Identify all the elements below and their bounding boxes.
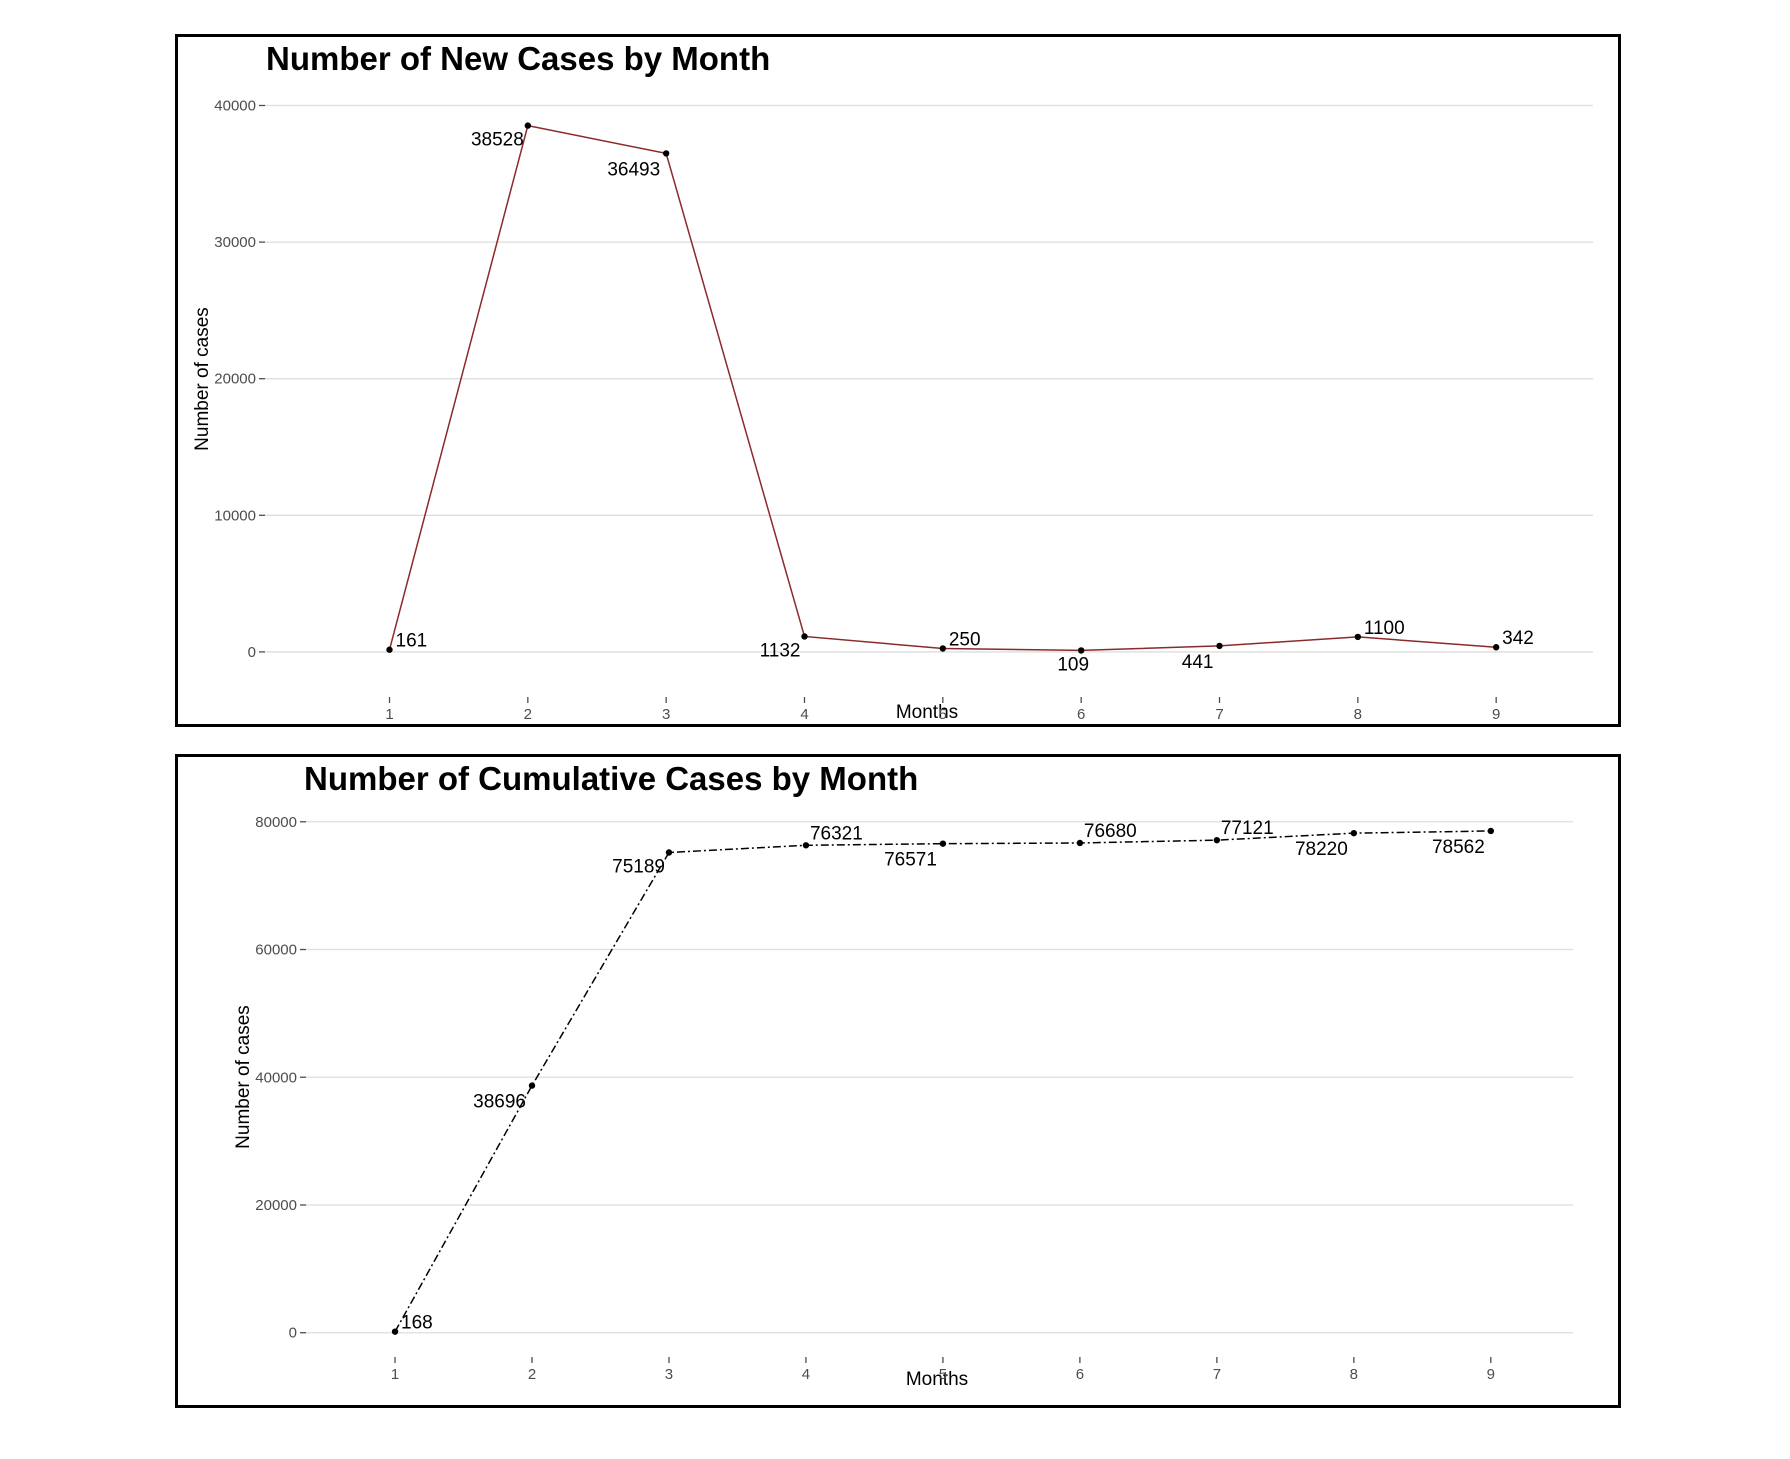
y-axis-title: Number of cases	[233, 1005, 254, 1149]
data-label: 76321	[810, 823, 863, 844]
data-point	[386, 646, 393, 653]
data-point	[528, 1082, 536, 1089]
data-label: 168	[401, 1313, 433, 1334]
data-label: 75189	[612, 857, 665, 878]
x-tick-label: 3	[662, 706, 670, 723]
data-point	[1350, 829, 1358, 837]
x-tick-label: 7	[1215, 706, 1223, 723]
x-tick-label: 2	[528, 1366, 536, 1383]
x-tick-label: 6	[1077, 706, 1085, 723]
y-axis-title: Number of cases	[192, 307, 213, 451]
y-tick-label: 30000	[214, 234, 256, 251]
chart-title: Number of New Cases by Month	[266, 40, 770, 77]
y-tick-label: 20000	[255, 1197, 297, 1214]
data-point	[1213, 836, 1221, 844]
x-tick-label: 8	[1350, 1366, 1358, 1383]
data-point	[1077, 647, 1085, 654]
data-label: 1132	[760, 640, 801, 661]
data-point	[801, 633, 808, 640]
data-label: 76571	[884, 850, 937, 871]
y-tick-label: 60000	[255, 942, 297, 959]
y-tick-label: 10000	[214, 507, 256, 524]
x-tick-label: 7	[1213, 1366, 1221, 1383]
x-tick-label: 4	[800, 706, 808, 723]
data-point	[802, 842, 810, 849]
cumulative-cases-chart: Number of Cumulative Cases by Month Numb…	[233, 760, 1573, 1390]
x-tick-label: 1	[385, 706, 393, 723]
data-point	[1492, 644, 1500, 651]
x-tick-label: 5	[939, 1366, 947, 1383]
data-point	[524, 122, 532, 129]
data-label: 77121	[1221, 818, 1274, 839]
new-cases-chart-panel: Number of New Cases by Month Number of c…	[175, 34, 1621, 727]
chart-title: Number of Cumulative Cases by Month	[304, 760, 918, 797]
x-axis-title: Months	[896, 702, 958, 723]
data-point	[939, 645, 947, 652]
y-tick-label: 80000	[255, 814, 297, 831]
data-label: 38696	[473, 1092, 526, 1113]
x-axis-title: Months	[906, 1369, 968, 1390]
data-label: 78562	[1432, 837, 1485, 858]
data-label: 38528	[471, 130, 524, 151]
data-point	[391, 1328, 399, 1335]
y-tick-label: 0	[248, 644, 256, 661]
x-tick-label: 4	[802, 1366, 810, 1383]
data-label: 1100	[1364, 618, 1405, 639]
new-cases-chart: Number of New Cases by Month Number of c…	[192, 40, 1593, 723]
x-tick-label: 8	[1354, 706, 1362, 723]
cumulative-cases-chart-panel: Number of Cumulative Cases by Month Numb…	[175, 754, 1621, 1408]
x-tick-label: 6	[1076, 1366, 1084, 1383]
x-tick-label: 2	[524, 706, 532, 723]
x-tick-label: 9	[1492, 706, 1500, 723]
data-point	[1216, 642, 1223, 650]
data-label: 109	[1057, 654, 1089, 675]
data-label: 76680	[1084, 821, 1137, 842]
data-point	[939, 840, 947, 847]
data-point	[1354, 633, 1362, 641]
data-label: 78220	[1295, 839, 1348, 860]
data-point	[1487, 827, 1495, 835]
series-line	[394, 830, 1491, 1333]
data-point	[662, 150, 670, 157]
x-tick-label: 9	[1487, 1366, 1495, 1383]
y-tick-label: 40000	[255, 1069, 297, 1086]
data-point	[665, 849, 673, 856]
data-label: 441	[1182, 652, 1214, 673]
x-tick-label: 1	[391, 1366, 399, 1383]
y-tick-label: 0	[289, 1325, 297, 1342]
y-tick-label: 20000	[214, 371, 256, 388]
data-label: 250	[949, 630, 981, 651]
x-tick-label: 5	[939, 706, 947, 723]
data-label: 36493	[607, 159, 660, 180]
y-tick-label: 40000	[214, 97, 256, 114]
data-point	[1076, 839, 1084, 847]
data-label: 342	[1502, 628, 1534, 649]
x-tick-label: 3	[665, 1366, 673, 1383]
data-label: 161	[396, 631, 428, 652]
series-line	[388, 124, 1497, 652]
